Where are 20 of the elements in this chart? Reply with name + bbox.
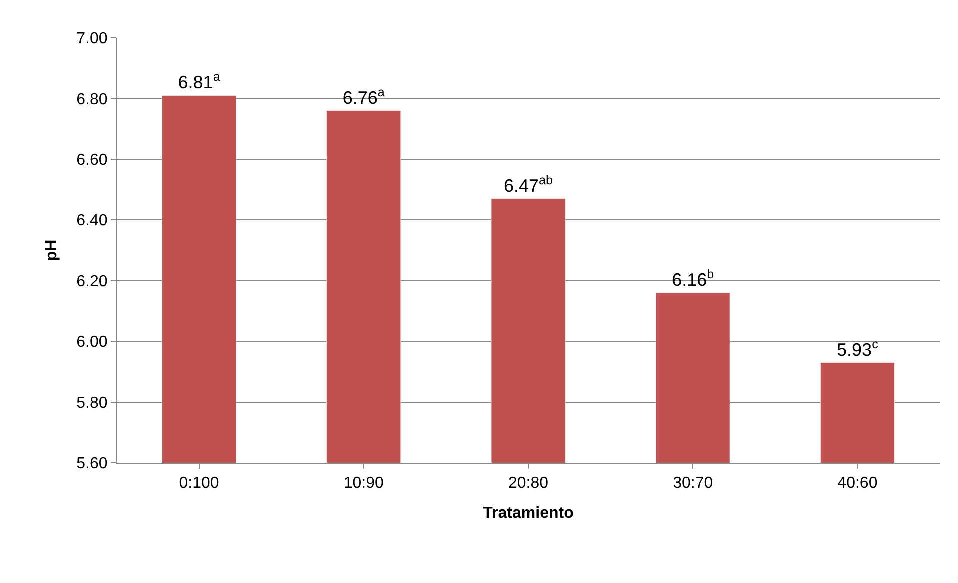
- x-tick-label: 0:100: [179, 475, 220, 492]
- x-tick-label: 30:70: [673, 475, 714, 492]
- data-label: 6.16$^{b}$: [672, 267, 714, 290]
- x-tick-label: 10:90: [344, 475, 384, 492]
- data-label: 6.76$^{a}$: [342, 85, 385, 108]
- x-tick-label: 40:60: [838, 475, 878, 492]
- data-label: 5.93$^{c}$: [837, 337, 878, 360]
- y-tick-label: 6.80: [76, 91, 108, 108]
- y-axis-title: pH: [44, 240, 61, 262]
- data-label: 6.47$^{ab}$: [504, 173, 554, 196]
- x-axis-title: Tratamiento: [483, 504, 574, 522]
- y-tick-label: 5.60: [76, 456, 108, 473]
- data-label: 6.81$^{a}$: [178, 70, 220, 93]
- y-tick-label: 6.00: [76, 334, 108, 352]
- y-tick-label: 5.80: [76, 394, 108, 412]
- y-tick-label: 6.40: [76, 212, 108, 230]
- x-tick-label: 20:80: [508, 475, 549, 492]
- y-tick-label: 7.00: [76, 30, 108, 48]
- y-tick-label: 6.60: [76, 152, 108, 170]
- y-tick-label: 6.20: [76, 273, 108, 290]
